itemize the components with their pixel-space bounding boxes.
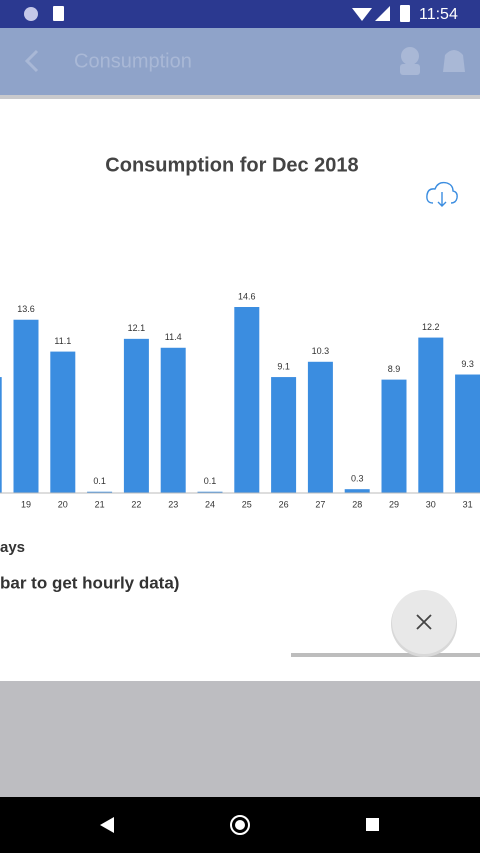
x-tick-label: 21 [95, 499, 105, 509]
data-label: 0.1 [93, 476, 106, 486]
bar [160, 347, 186, 493]
nav-home[interactable] [230, 815, 250, 835]
x-tick-label: 31 [463, 499, 473, 509]
app-title: Consumption [74, 50, 192, 72]
status-icon [24, 7, 38, 21]
bar [381, 379, 407, 493]
bar [455, 374, 480, 493]
bar [307, 361, 333, 493]
bell-icon[interactable] [443, 50, 465, 72]
x-tick-label: 22 [131, 499, 141, 509]
data-label: 13.6 [17, 304, 35, 314]
divider [291, 653, 480, 657]
chart-title: Consumption for Dec 2018 [105, 154, 358, 176]
x-tick-label: 20 [58, 499, 68, 509]
clock: 11:54 [419, 6, 458, 23]
data-label: 14.6 [238, 291, 256, 301]
close-icon [416, 614, 432, 630]
data-label: 0.1 [204, 476, 217, 486]
x-tick-label: 29 [389, 499, 399, 509]
x-tick-label: 26 [279, 499, 289, 509]
data-label: 10.3 [312, 346, 330, 356]
nav-home-dot [235, 820, 245, 830]
bar [197, 491, 223, 493]
app-bar [0, 28, 480, 95]
bar [0, 377, 2, 493]
bar [234, 307, 260, 493]
nav-back[interactable] [100, 817, 114, 833]
x-tick-label: 25 [242, 499, 252, 509]
backdrop [0, 681, 480, 797]
data-label: 0.3 [351, 474, 364, 484]
caption: ays [0, 539, 25, 556]
bar [123, 338, 149, 493]
sd-icon [53, 6, 64, 21]
shadow [0, 95, 480, 99]
profile-icon[interactable] [401, 47, 419, 65]
battery-icon [400, 5, 410, 22]
data-label: 11.1 [54, 336, 71, 346]
nav-recents[interactable] [366, 818, 379, 831]
back-button[interactable] [24, 49, 39, 73]
data-label: 12.2 [422, 322, 440, 332]
x-tick-label: 23 [168, 499, 178, 509]
x-tick-label: 24 [205, 499, 215, 509]
caption: bar to get hourly data) [0, 573, 179, 592]
x-tick-label: 30 [426, 499, 436, 509]
signal-icon [375, 6, 390, 21]
data-label: 11.4 [165, 332, 182, 342]
data-label: 9.1 [277, 361, 290, 371]
bar [418, 337, 444, 493]
profile-icon-body [400, 64, 420, 75]
bar [271, 377, 297, 493]
data-label: 8.9 [388, 364, 401, 374]
wifi-icon [352, 8, 372, 21]
data-label: 9.3 [461, 359, 474, 369]
x-tick-label: 19 [21, 499, 31, 509]
download-icon[interactable] [426, 181, 458, 207]
bar [13, 319, 39, 493]
bar [87, 491, 113, 493]
bar [50, 351, 76, 493]
x-tick-label: 27 [315, 499, 325, 509]
data-label: 12.1 [128, 323, 146, 333]
x-tick-label: 28 [352, 499, 362, 509]
bar [344, 489, 370, 493]
